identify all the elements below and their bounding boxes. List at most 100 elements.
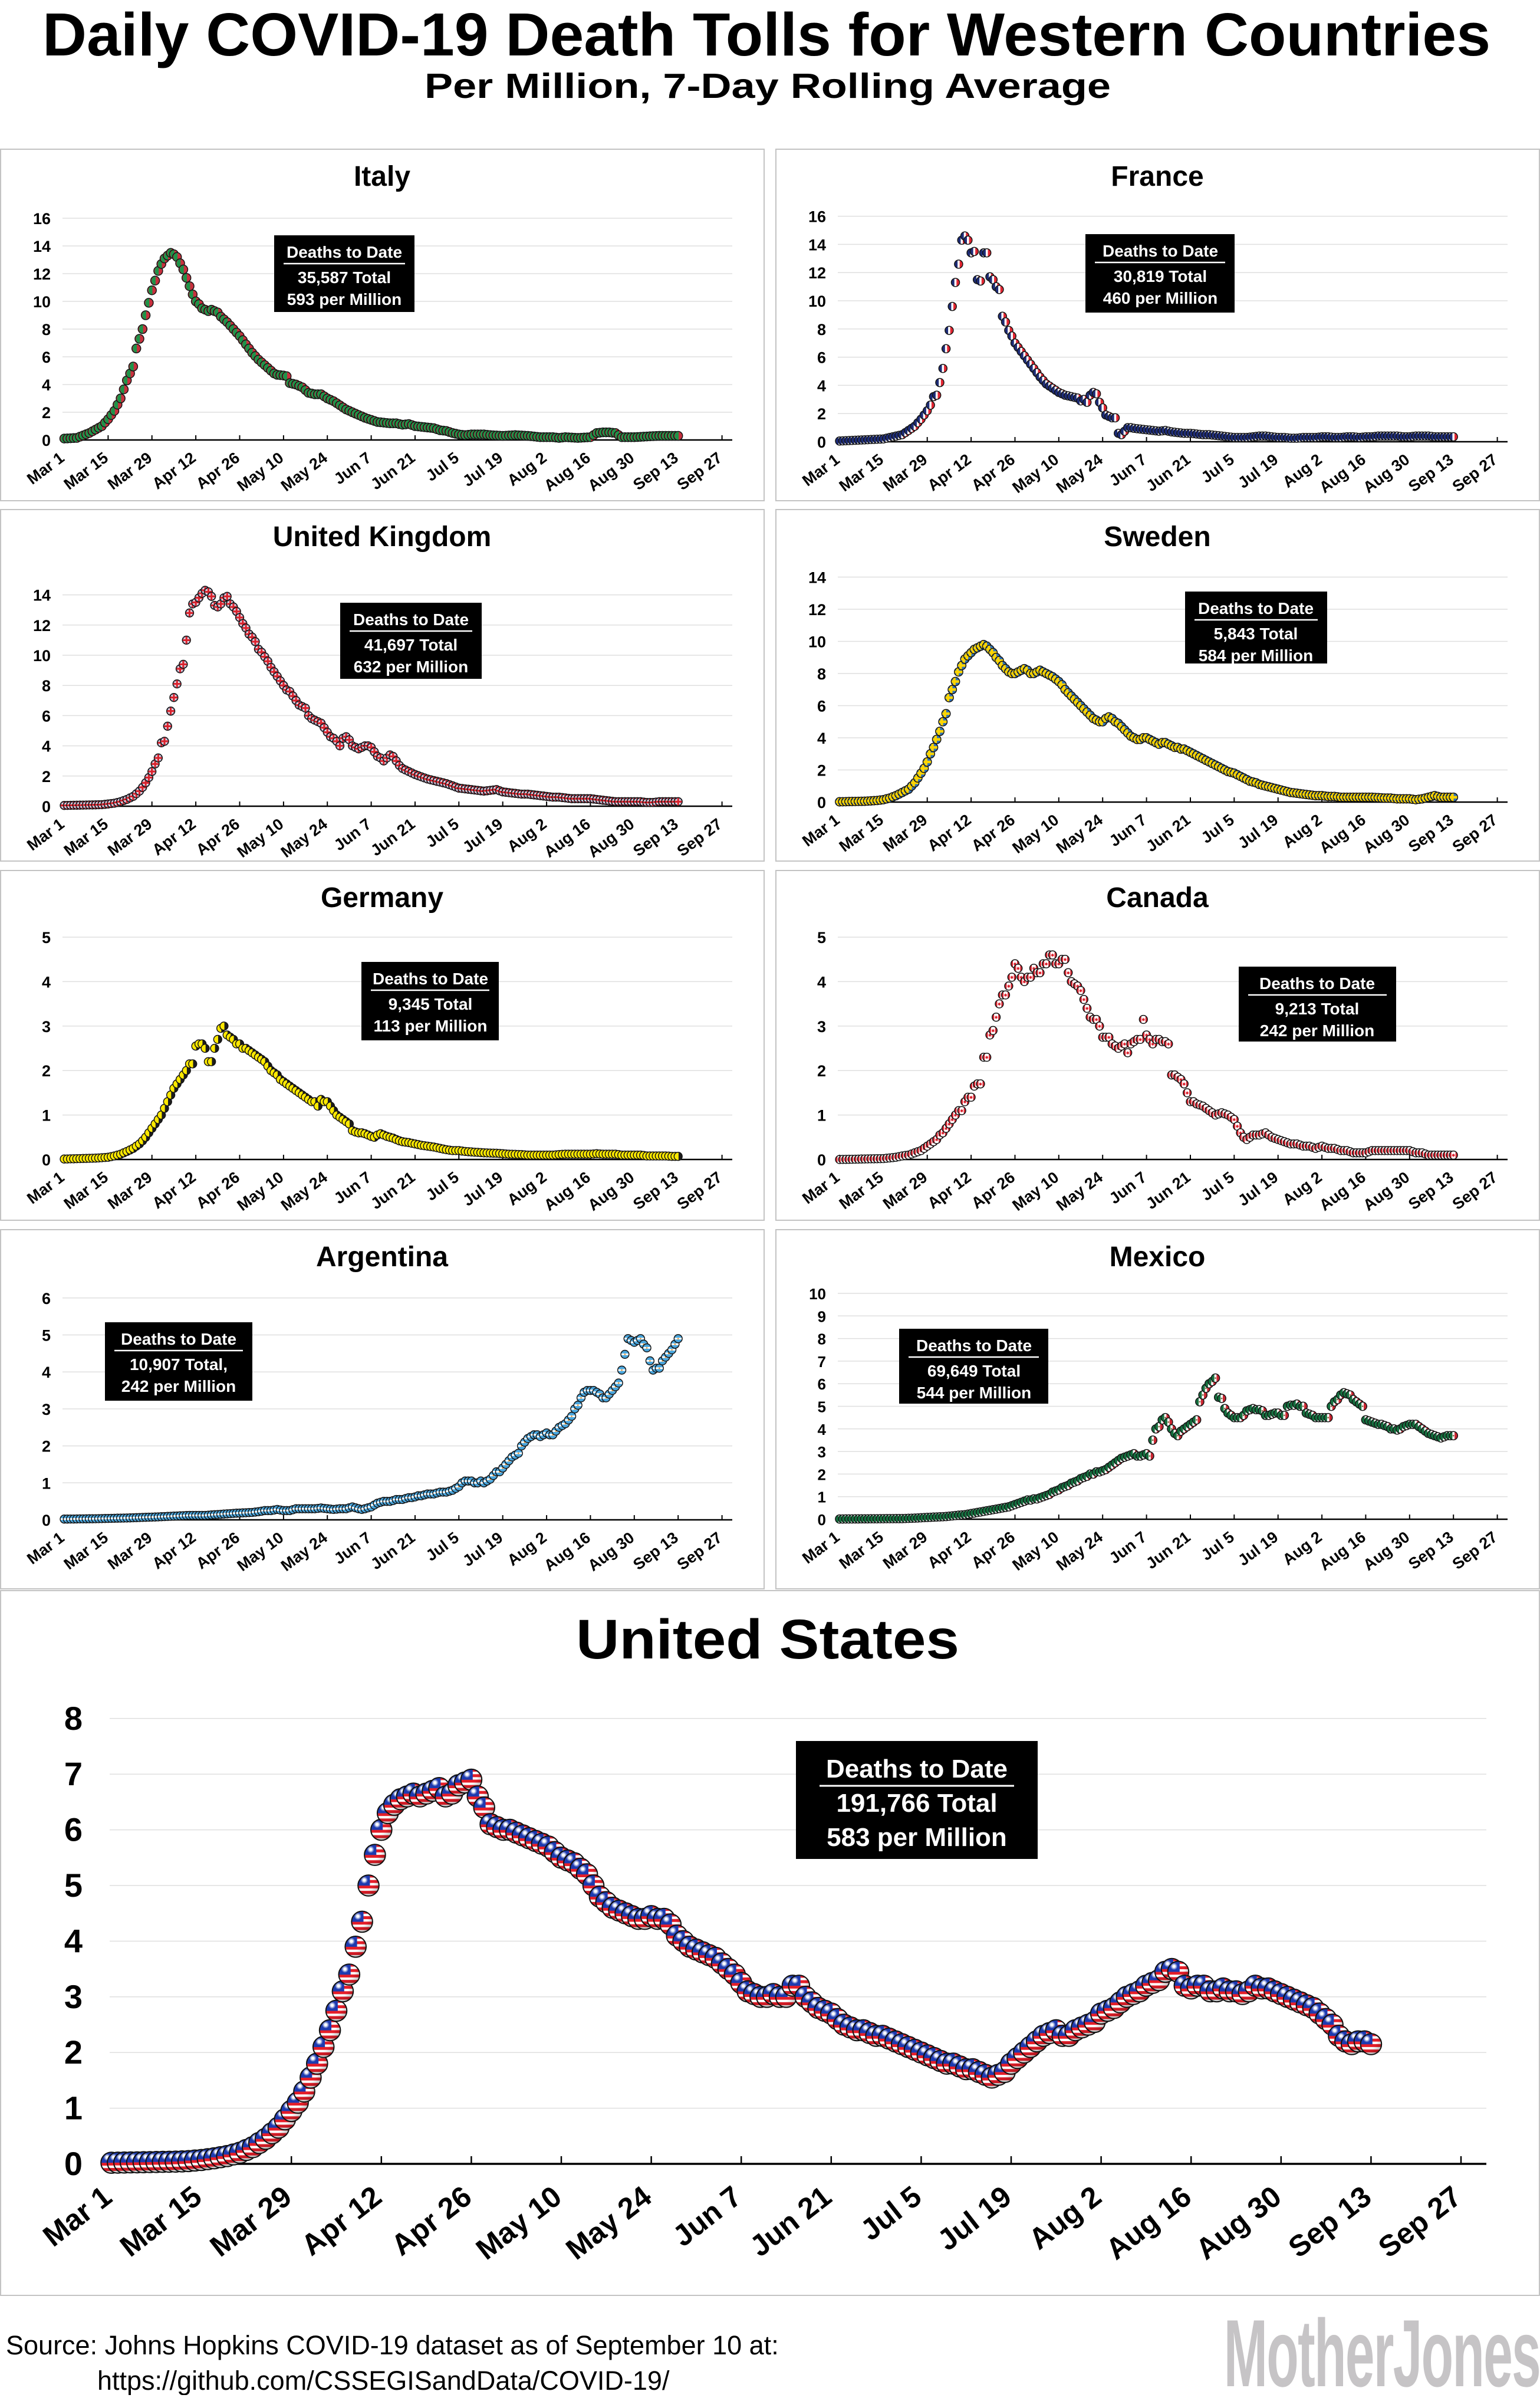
svg-text:1: 1 — [42, 1474, 51, 1492]
svg-text:69,649 Total: 69,649 Total — [927, 1362, 1021, 1380]
svg-text:12: 12 — [33, 617, 51, 635]
svg-text:5,843 Total: 5,843 Total — [1214, 625, 1298, 643]
svg-text:Deaths to Date: Deaths to Date — [121, 1330, 236, 1348]
svg-text:Canada: Canada — [1106, 882, 1209, 914]
svg-text:8: 8 — [64, 1700, 83, 1737]
svg-text:0: 0 — [64, 2145, 83, 2182]
svg-text:9,345 Total: 9,345 Total — [389, 995, 473, 1013]
svg-text:41,697 Total: 41,697 Total — [364, 636, 458, 654]
svg-text:191,766 Total: 191,766 Total — [836, 1789, 997, 1818]
svg-text:14: 14 — [33, 238, 51, 255]
svg-text:Deaths to Date: Deaths to Date — [373, 970, 488, 988]
svg-text:16: 16 — [808, 208, 826, 226]
svg-text:12: 12 — [808, 601, 826, 619]
svg-text:35,587 Total: 35,587 Total — [298, 268, 391, 287]
svg-text:4: 4 — [817, 730, 826, 747]
svg-text:1: 1 — [64, 2090, 83, 2127]
svg-text:8: 8 — [42, 677, 51, 695]
svg-text:10: 10 — [808, 293, 826, 310]
svg-text:2: 2 — [64, 2034, 83, 2071]
svg-text:4: 4 — [42, 1364, 51, 1381]
svg-text:6: 6 — [42, 1290, 51, 1308]
svg-text:6: 6 — [42, 707, 51, 725]
svg-text:United Kingdom: United Kingdom — [273, 521, 492, 553]
svg-text:4: 4 — [42, 738, 51, 755]
svg-text:Per Million, 7-Day Rolling Ave: Per Million, 7-Day Rolling Average — [425, 67, 1111, 106]
svg-text:14: 14 — [808, 569, 826, 587]
svg-text:242 per Million: 242 per Million — [1260, 1021, 1375, 1040]
svg-text:5: 5 — [818, 1398, 826, 1416]
svg-text:460 per Million: 460 per Million — [1103, 289, 1218, 307]
svg-text:0: 0 — [817, 433, 826, 451]
svg-text:2: 2 — [818, 1466, 826, 1483]
svg-text:3: 3 — [42, 1018, 51, 1036]
svg-text:583 per Million: 583 per Million — [827, 1823, 1007, 1852]
svg-text:Daily COVID-19 Death Tolls for: Daily COVID-19 Death Tolls for Western C… — [42, 1, 1490, 68]
svg-text:12: 12 — [808, 264, 826, 282]
svg-text:6: 6 — [42, 349, 51, 366]
svg-text:Mexico: Mexico — [1110, 1241, 1206, 1273]
svg-text:3: 3 — [64, 1978, 83, 2015]
svg-text:5: 5 — [42, 1327, 51, 1345]
svg-text:Italy: Italy — [354, 161, 410, 192]
svg-text:14: 14 — [808, 236, 826, 254]
svg-text:United States: United States — [576, 1608, 959, 1671]
svg-text:1: 1 — [42, 1107, 51, 1125]
svg-text:0: 0 — [817, 794, 826, 812]
svg-text:0: 0 — [818, 1511, 826, 1529]
svg-text:544 per Million: 544 per Million — [917, 1384, 1032, 1402]
svg-text:10: 10 — [33, 647, 51, 665]
svg-text:2: 2 — [817, 1062, 826, 1080]
svg-text:Source: Johns Hopkins COVID-19: Source: Johns Hopkins COVID-19 dataset a… — [6, 2330, 779, 2360]
svg-text:2: 2 — [817, 405, 826, 423]
svg-text:593 per Million: 593 per Million — [287, 290, 402, 308]
svg-text:632 per Million: 632 per Million — [354, 658, 469, 676]
svg-text:0: 0 — [42, 432, 51, 449]
svg-text:113 per Million: 113 per Million — [374, 1017, 488, 1035]
svg-text:MotherJones: MotherJones — [1224, 2300, 1540, 2395]
svg-text:Deaths to Date: Deaths to Date — [916, 1336, 1032, 1355]
svg-text:Deaths to Date: Deaths to Date — [826, 1755, 1008, 1783]
svg-text:12: 12 — [33, 265, 51, 283]
svg-text:6: 6 — [818, 1375, 826, 1393]
svg-text:4: 4 — [42, 973, 51, 991]
svg-text:Sweden: Sweden — [1104, 521, 1210, 553]
svg-text:7: 7 — [64, 1755, 83, 1792]
svg-text:10: 10 — [33, 293, 51, 311]
svg-text:2: 2 — [42, 1062, 51, 1080]
svg-text:584 per Million: 584 per Million — [1199, 646, 1314, 665]
svg-text:2: 2 — [42, 404, 51, 422]
svg-text:4: 4 — [817, 973, 826, 991]
svg-text:Deaths to Date: Deaths to Date — [1259, 974, 1375, 993]
svg-text:3: 3 — [42, 1401, 51, 1418]
svg-text:0: 0 — [817, 1151, 826, 1169]
svg-text:0: 0 — [42, 798, 51, 816]
svg-text:14: 14 — [33, 587, 51, 605]
svg-text:2: 2 — [42, 768, 51, 786]
svg-text:https://github.com/CSSEGISandD: https://github.com/CSSEGISandData/COVID-… — [97, 2366, 670, 2395]
svg-text:4: 4 — [42, 376, 51, 394]
svg-text:8: 8 — [818, 1331, 826, 1348]
svg-text:Deaths to Date: Deaths to Date — [1103, 242, 1218, 260]
svg-text:2: 2 — [42, 1438, 51, 1456]
svg-text:9: 9 — [818, 1308, 826, 1325]
svg-text:5: 5 — [64, 1867, 83, 1904]
svg-text:4: 4 — [64, 1922, 83, 1959]
svg-text:8: 8 — [817, 665, 826, 683]
svg-text:0: 0 — [42, 1512, 51, 1529]
svg-text:Argentina: Argentina — [316, 1241, 448, 1273]
svg-text:30,819 Total: 30,819 Total — [1114, 267, 1207, 285]
svg-text:5: 5 — [817, 929, 826, 947]
svg-text:3: 3 — [817, 1018, 826, 1036]
svg-text:10: 10 — [809, 1285, 826, 1303]
svg-text:1: 1 — [817, 1107, 826, 1125]
svg-text:2: 2 — [817, 762, 826, 780]
svg-text:7: 7 — [818, 1353, 826, 1371]
svg-text:242 per Million: 242 per Million — [121, 1377, 236, 1395]
svg-text:Deaths to Date: Deaths to Date — [353, 610, 469, 629]
svg-text:6: 6 — [817, 698, 826, 715]
svg-text:8: 8 — [817, 321, 826, 339]
svg-text:10: 10 — [808, 633, 826, 651]
svg-text:6: 6 — [64, 1811, 83, 1848]
svg-text:9,213 Total: 9,213 Total — [1275, 1000, 1360, 1018]
